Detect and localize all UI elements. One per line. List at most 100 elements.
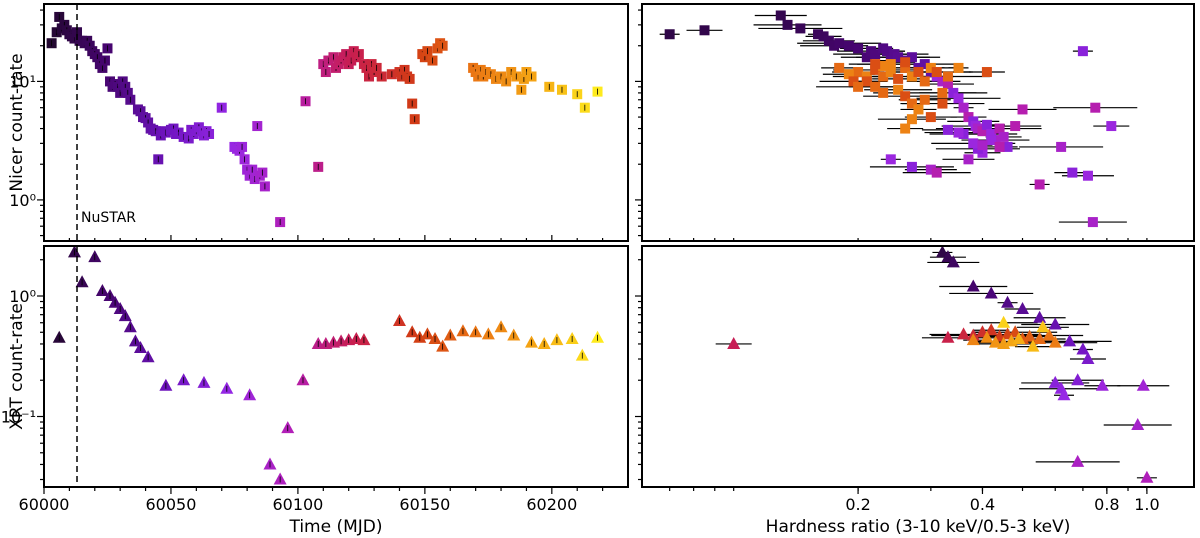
nicer_hr-point (818, 31, 829, 42)
xrt_hr-point (1063, 334, 1077, 347)
nicer_hr-point (823, 35, 834, 46)
nicer_hr-point (942, 79, 953, 90)
xrt_hr-frame (641, 245, 1195, 488)
nicer_hr-point (878, 60, 889, 71)
xrt_hr-point (1012, 331, 1026, 344)
xrt_hr-point (1076, 342, 1090, 355)
nicer_hr-point (919, 59, 930, 70)
xrt_hr-point (1071, 373, 1085, 386)
nicer_hr-point (981, 67, 992, 78)
nicer_hr-point (882, 46, 893, 57)
nicer_hr-point (861, 76, 872, 87)
nicer_hr-point (986, 135, 997, 146)
nicer_hr-point (664, 29, 675, 40)
nicer_hr-point (937, 87, 948, 98)
nicer_hr-points (659, 10, 1138, 228)
nicer_hr-point (981, 119, 992, 130)
xrt_hr-point (1026, 339, 1040, 352)
hr-xtick-label: 1.0 (1134, 495, 1159, 514)
nicer_hr-point (885, 154, 896, 165)
nicer_hr-point (994, 123, 1005, 134)
nicer_lc-frame (43, 3, 629, 242)
nicer_hr-point (1087, 217, 1098, 228)
nicer_hr-point (870, 59, 881, 70)
xrt_hr-point (1033, 310, 1047, 323)
nicer_lc-ylabel: Nicer count-rate (7, 53, 27, 191)
nicer_hr-point (843, 40, 854, 51)
nicer_hr-point (953, 62, 964, 73)
nicer_hr-point (861, 52, 872, 63)
nicer_hr-point (885, 67, 896, 78)
xrt_hr-point (1036, 320, 1050, 333)
nicer_hr-point (942, 124, 953, 135)
nicer_hr-point (878, 87, 889, 98)
xrt_hr-point (1033, 331, 1047, 344)
xrt_hr-point (1048, 335, 1062, 348)
nicer_hr-point (913, 104, 924, 115)
nicer_hr-point (699, 25, 710, 36)
xrt_hr-point (984, 323, 998, 336)
nicer_hr-point (925, 112, 936, 123)
nicer_hr-point (977, 126, 988, 137)
xrt_hr-point (941, 250, 955, 263)
nicer_hr-point (906, 52, 917, 63)
nicer_hr-point (782, 19, 793, 30)
nicer_hr-point (942, 71, 953, 82)
nicer_hr-point (919, 76, 930, 87)
nicer_hr-point (953, 127, 964, 138)
nicer_hr-point (834, 38, 845, 49)
xrt_hr-point (957, 327, 971, 340)
nicer_lc-points (46, 11, 603, 228)
time-xtick-label: 60150 (399, 495, 450, 514)
nicer_hr-point (919, 94, 930, 105)
xrt_lc-ytick-label: 10⁰ (9, 287, 36, 306)
nicer_hr-point (813, 29, 824, 40)
nicer_hr-point (834, 62, 845, 73)
nicer_hr-point (953, 93, 964, 104)
nicer_hr-point (906, 98, 917, 109)
nicer_hr-point (1010, 121, 1021, 132)
xrt_lc-ylabel: XRT count-rate (7, 303, 27, 430)
nicer_hr-point (1056, 141, 1067, 152)
time-xtick-label: 60200 (526, 495, 577, 514)
xrt_hr-point (988, 335, 1002, 348)
nicer_hr-point (893, 52, 904, 63)
hr-xtick-label: 0.8 (1094, 495, 1119, 514)
nicer_hr-point (829, 40, 840, 51)
nicer_hr-point (906, 161, 917, 172)
nicer_hr-point (893, 73, 904, 84)
nicer_hr-point (885, 59, 896, 70)
xrt_hr-point (1140, 470, 1154, 483)
nicer_hr-point (900, 91, 911, 102)
nicer_hr-point (931, 167, 942, 178)
nicer_hr-point (870, 64, 881, 75)
time-xtick-label: 60050 (146, 495, 197, 514)
nicer_hr-point (913, 67, 924, 78)
nicer_hr-point (948, 87, 959, 98)
nustar-annotation: NuSTAR (81, 210, 136, 226)
nicer_hr-point (775, 10, 786, 21)
nicer_hr-point (1082, 170, 1093, 181)
nicer_hr-point (853, 43, 864, 54)
nicer_hr-point (994, 141, 1005, 152)
nicer_hr-point (963, 154, 974, 165)
nicer_hr-point (906, 71, 917, 82)
nicer_hr-point (1002, 141, 1013, 152)
xrt_hr-point (727, 336, 741, 349)
time-xlabel: Time (MJD) (288, 517, 382, 537)
nicer_hr-point (925, 164, 936, 175)
nicer_hr-point (1106, 121, 1117, 132)
xrt_hr-point (1081, 352, 1095, 365)
nicer_hr-point (900, 57, 911, 68)
nicer_hr-point (900, 62, 911, 73)
xrt_hr-point (1048, 317, 1062, 330)
xrt_hr-point (1048, 375, 1062, 388)
hr-xtick-label: 0.2 (845, 495, 870, 514)
nicer_hr-point (843, 69, 854, 80)
xrt_hr-point (1016, 302, 1030, 315)
nicer_hr-point (893, 84, 904, 95)
xrt_hr-point (1095, 378, 1109, 391)
xrt_hr-point (1131, 418, 1145, 431)
xrt_hr-point (966, 333, 980, 346)
nicer_hr-point (958, 128, 969, 139)
